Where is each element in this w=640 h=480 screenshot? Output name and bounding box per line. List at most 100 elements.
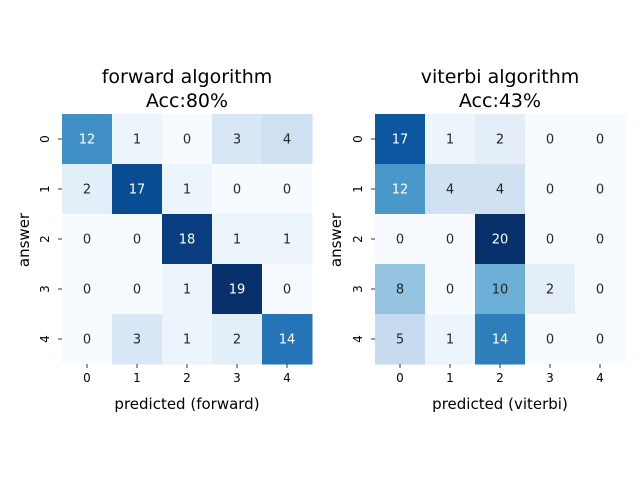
y-tick-label: 4 <box>38 335 52 343</box>
heatmap-cell-label: 19 <box>229 283 246 298</box>
heatmap-cell <box>112 314 163 365</box>
heatmap-cell <box>262 264 313 315</box>
heatmap-cell <box>162 164 213 215</box>
heatmap-cell <box>525 114 576 165</box>
y-tick-label: 0 <box>38 135 52 143</box>
heatmap-cell-label: 0 <box>596 133 604 148</box>
forward-heatmap-cells: 12 1 0 3 42 17 1 0 00 0 18 1 10 0 1 19 00 3 1 2 14 <box>62 114 313 365</box>
heatmap-cell-label: 14 <box>492 333 509 348</box>
heatmap-cell <box>162 114 213 165</box>
y-tick-label: 3 <box>351 285 365 293</box>
x-tick-label: 0 <box>83 371 91 385</box>
heatmap-cell <box>575 114 626 165</box>
heatmap-cell-label: 0 <box>596 283 604 298</box>
forward-heatmap-panel: forward algorithm Acc:80% 12 1 0 3 42 17 1 0 00 0… <box>15 66 313 413</box>
x-tick-label: 0 <box>396 371 404 385</box>
heatmap-cell <box>575 264 626 315</box>
heatmap-cell <box>575 164 626 215</box>
heatmap-cell <box>525 214 576 265</box>
heatmap-cell-label: 2 <box>546 283 554 298</box>
heatmap-cell <box>112 114 163 165</box>
heatmap-cell <box>425 114 476 165</box>
forward-chart-subtitle: Acc:80% <box>146 90 228 112</box>
x-tick-label: 2 <box>496 371 504 385</box>
heatmap-cell-label: 0 <box>596 183 604 198</box>
heatmap-cell <box>162 314 213 365</box>
heatmap-cell-label: 3 <box>233 133 241 148</box>
heatmap-cell-label: 0 <box>546 133 554 148</box>
x-tick-label: 3 <box>233 371 241 385</box>
heatmap-cell <box>425 314 476 365</box>
y-tick-label: 0 <box>351 135 365 143</box>
heatmap-cell-label: 1 <box>283 233 291 248</box>
heatmap-cell <box>425 264 476 315</box>
heatmap-cell-label: 0 <box>183 133 191 148</box>
viterbi-chart-title: viterbi algorithm <box>421 66 580 88</box>
heatmap-cell-label: 0 <box>133 283 141 298</box>
heatmap-cell-label: 5 <box>396 333 404 348</box>
heatmap-cell-label: 1 <box>183 283 191 298</box>
heatmap-cell <box>525 264 576 315</box>
heatmap-cell <box>475 264 526 315</box>
heatmap-cell-label: 2 <box>83 183 91 198</box>
heatmap-cell-label: 1 <box>183 333 191 348</box>
heatmap-cell <box>262 164 313 215</box>
viterbi-x-ticks: 0 1 2 3 4 <box>396 364 604 385</box>
y-tick-label: 1 <box>38 185 52 193</box>
heatmap-cell <box>375 314 426 365</box>
heatmap-cell-label: 0 <box>396 233 404 248</box>
heatmap-cell-label: 1 <box>446 133 454 148</box>
y-tick-label: 4 <box>351 335 365 343</box>
heatmap-cell <box>162 264 213 315</box>
x-tick-label: 4 <box>283 371 291 385</box>
heatmap-cell <box>262 214 313 265</box>
heatmap-cell-label: 8 <box>396 283 404 298</box>
heatmap-cell-label: 0 <box>546 183 554 198</box>
heatmap-cell-label: 0 <box>283 283 291 298</box>
x-tick-label: 4 <box>596 371 604 385</box>
heatmap-cell <box>112 264 163 315</box>
heatmap-cell-label: 17 <box>392 133 409 148</box>
heatmap-cell-label: 1 <box>183 183 191 198</box>
heatmap-cell <box>262 114 313 165</box>
heatmap-cell-label: 12 <box>392 183 409 198</box>
heatmap-cell-label: 0 <box>133 233 141 248</box>
heatmap-cell-label: 4 <box>446 183 454 198</box>
viterbi-chart-subtitle: Acc:43% <box>459 90 541 112</box>
viterbi-x-axis-label: predicted (viterbi) <box>432 395 568 413</box>
heatmap-cell <box>475 114 526 165</box>
heatmap-cell <box>475 164 526 215</box>
forward-chart-title: forward algorithm <box>102 66 273 88</box>
heatmap-cell-label: 2 <box>496 133 504 148</box>
x-tick-label: 2 <box>183 371 191 385</box>
heatmap-cell <box>212 114 263 165</box>
heatmap-cell <box>475 214 526 265</box>
heatmap-cell-label: 4 <box>283 133 291 148</box>
heatmap-cell-label: 0 <box>596 233 604 248</box>
heatmap-cell <box>112 164 163 215</box>
heatmap-cell-label: 1 <box>233 233 241 248</box>
viterbi-heatmap-cells: 17 1 2 0 012 4 4 0 00 0 20 0 08 0 10 2 05 1 14 0 0 <box>375 114 626 365</box>
heatmap-cell <box>162 214 213 265</box>
heatmap-cell-label: 12 <box>79 133 96 148</box>
heatmap-cell-label: 18 <box>179 233 196 248</box>
heatmap-cell <box>212 314 263 365</box>
heatmap-cell <box>262 314 313 365</box>
heatmap-cell-label: 0 <box>446 283 454 298</box>
y-tick-label: 1 <box>351 185 365 193</box>
heatmap-cell <box>212 214 263 265</box>
heatmap-cell <box>425 214 476 265</box>
forward-x-axis-label: predicted (forward) <box>114 395 259 413</box>
heatmap-cell <box>525 164 576 215</box>
viterbi-y-axis-label: answer <box>327 212 345 267</box>
viterbi-y-ticks: 0 1 2 3 4 <box>351 135 375 343</box>
forward-y-axis-label: answer <box>15 212 33 267</box>
heatmap-cell-label: 14 <box>279 333 296 348</box>
heatmap-cell-label: 2 <box>233 333 241 348</box>
heatmap-cell <box>62 114 113 165</box>
heatmap-cell <box>62 164 113 215</box>
heatmap-cell <box>375 214 426 265</box>
heatmap-cell-label: 0 <box>596 333 604 348</box>
heatmap-cell <box>375 264 426 315</box>
